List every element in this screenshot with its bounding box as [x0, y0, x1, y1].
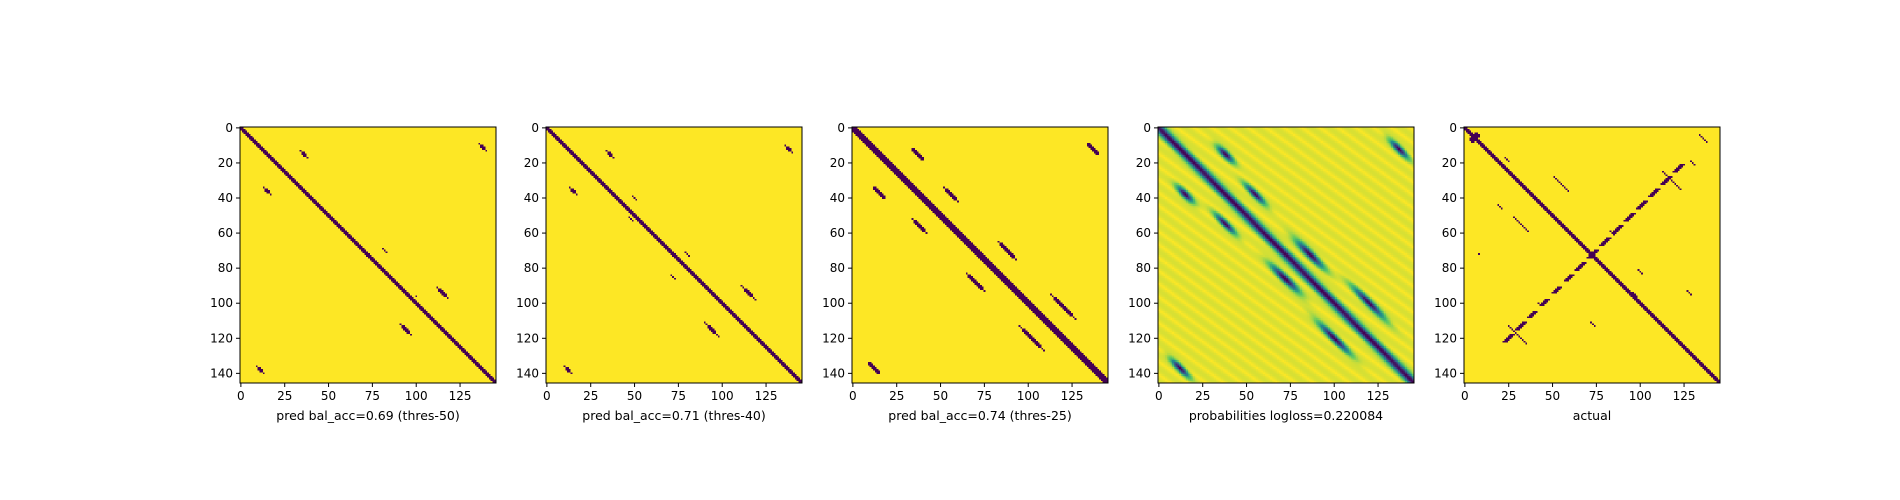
y-tick-label: 40	[1136, 191, 1151, 205]
y-tick-label: 100	[822, 296, 845, 310]
axes-frame	[851, 126, 1109, 384]
y-tick-label: 0	[1143, 121, 1151, 135]
y-tick-label: 120	[516, 331, 539, 345]
y-tick-label: 20	[524, 156, 539, 170]
x-tick-label: 25	[889, 389, 904, 403]
x-axis-label: probabilities logloss=0.220084	[1189, 408, 1383, 423]
y-tick-label: 0	[1449, 121, 1457, 135]
x-tick-label: 50	[1239, 389, 1254, 403]
axes-frame	[1463, 126, 1721, 384]
y-tick-label: 100	[516, 296, 539, 310]
x-tick-label: 100	[1629, 389, 1652, 403]
heatmap-image	[1158, 127, 1414, 383]
y-tick-label: 20	[218, 156, 233, 170]
y-tick-label: 140	[210, 366, 233, 380]
x-tick-label: 100	[405, 389, 428, 403]
y-tick-label: 100	[210, 296, 233, 310]
panel-2: 0 25 50 75 100 125 0 20 40 60 80 100 120 140 pred bal_…	[516, 121, 803, 423]
y-tick-label: 0	[225, 121, 233, 135]
y-tick-label: 80	[830, 261, 845, 275]
x-tick-label: 75	[977, 389, 992, 403]
axes-frame	[1157, 126, 1415, 384]
y-tick-label: 60	[1442, 226, 1457, 240]
x-tick-label: 125	[449, 389, 472, 403]
y-tick-label: 80	[218, 261, 233, 275]
y-tick-label: 100	[1434, 296, 1457, 310]
panel-5: 0 25 50 75 100 125 0 20 40 60 80 100 120 140 actual	[1434, 121, 1721, 423]
heatmap-image	[1464, 127, 1720, 383]
y-tick-label: 60	[1136, 226, 1151, 240]
axes-frame	[239, 126, 497, 384]
x-tick-label: 0	[237, 389, 245, 403]
x-tick-label: 0	[1155, 389, 1163, 403]
y-tick-label: 60	[830, 226, 845, 240]
y-tick-label: 120	[822, 331, 845, 345]
x-axis-label: pred bal_acc=0.74 (thres-25)	[888, 408, 1071, 423]
y-tick-label: 20	[1442, 156, 1457, 170]
heatmap-image	[240, 127, 496, 383]
y-tick-label: 80	[1442, 261, 1457, 275]
x-tick-label: 50	[321, 389, 336, 403]
y-tick-label: 60	[218, 226, 233, 240]
panel-3: 0 25 50 75 100 125 0 20 40 60 80 100 120 140 pred bal_…	[822, 121, 1109, 423]
y-tick-label: 140	[1128, 366, 1151, 380]
heatmap-image	[852, 127, 1108, 383]
x-tick-label: 125	[1673, 389, 1696, 403]
y-tick-label: 140	[822, 366, 845, 380]
x-tick-label: 125	[1367, 389, 1390, 403]
x-tick-label: 0	[543, 389, 551, 403]
y-tick-label: 0	[837, 121, 845, 135]
y-tick-label: 40	[524, 191, 539, 205]
panel-1: 0 25 50 75 100 125 0 20 40 60 80 100 120 140 pred bal_…	[210, 121, 497, 423]
y-tick-label: 40	[1442, 191, 1457, 205]
x-tick-label: 50	[933, 389, 948, 403]
heatmap-image	[546, 127, 802, 383]
x-tick-label: 25	[1501, 389, 1516, 403]
panel-4: 0 25 50 75 100 125 0 20 40 60 80 100 120 140 probabili…	[1128, 121, 1415, 423]
x-tick-label: 75	[671, 389, 686, 403]
x-axis-label: pred bal_acc=0.69 (thres-50)	[276, 408, 459, 423]
x-tick-label: 100	[1323, 389, 1346, 403]
y-tick-label: 120	[1434, 331, 1457, 345]
y-tick-label: 120	[1128, 331, 1151, 345]
x-tick-label: 100	[711, 389, 734, 403]
x-tick-label: 75	[1283, 389, 1298, 403]
x-tick-label: 125	[755, 389, 778, 403]
x-tick-label: 25	[583, 389, 598, 403]
y-tick-label: 80	[524, 261, 539, 275]
x-tick-label: 25	[277, 389, 292, 403]
y-tick-label: 40	[218, 191, 233, 205]
y-tick-label: 140	[516, 366, 539, 380]
x-axis-label: actual	[1573, 408, 1612, 423]
y-tick-label: 80	[1136, 261, 1151, 275]
y-tick-label: 100	[1128, 296, 1151, 310]
axes-frame	[545, 126, 803, 384]
y-tick-label: 140	[1434, 366, 1457, 380]
y-tick-label: 20	[1136, 156, 1151, 170]
x-tick-label: 0	[1461, 389, 1469, 403]
y-tick-label: 120	[210, 331, 233, 345]
y-tick-label: 40	[830, 191, 845, 205]
x-axis-label: pred bal_acc=0.71 (thres-40)	[582, 408, 765, 423]
x-tick-label: 75	[365, 389, 380, 403]
y-tick-label: 0	[531, 121, 539, 135]
y-tick-label: 20	[830, 156, 845, 170]
x-tick-label: 100	[1017, 389, 1040, 403]
x-tick-label: 75	[1589, 389, 1604, 403]
x-tick-label: 50	[627, 389, 642, 403]
x-tick-label: 25	[1195, 389, 1210, 403]
x-tick-label: 50	[1545, 389, 1560, 403]
y-tick-label: 60	[524, 226, 539, 240]
x-tick-label: 125	[1061, 389, 1084, 403]
x-tick-label: 0	[849, 389, 857, 403]
